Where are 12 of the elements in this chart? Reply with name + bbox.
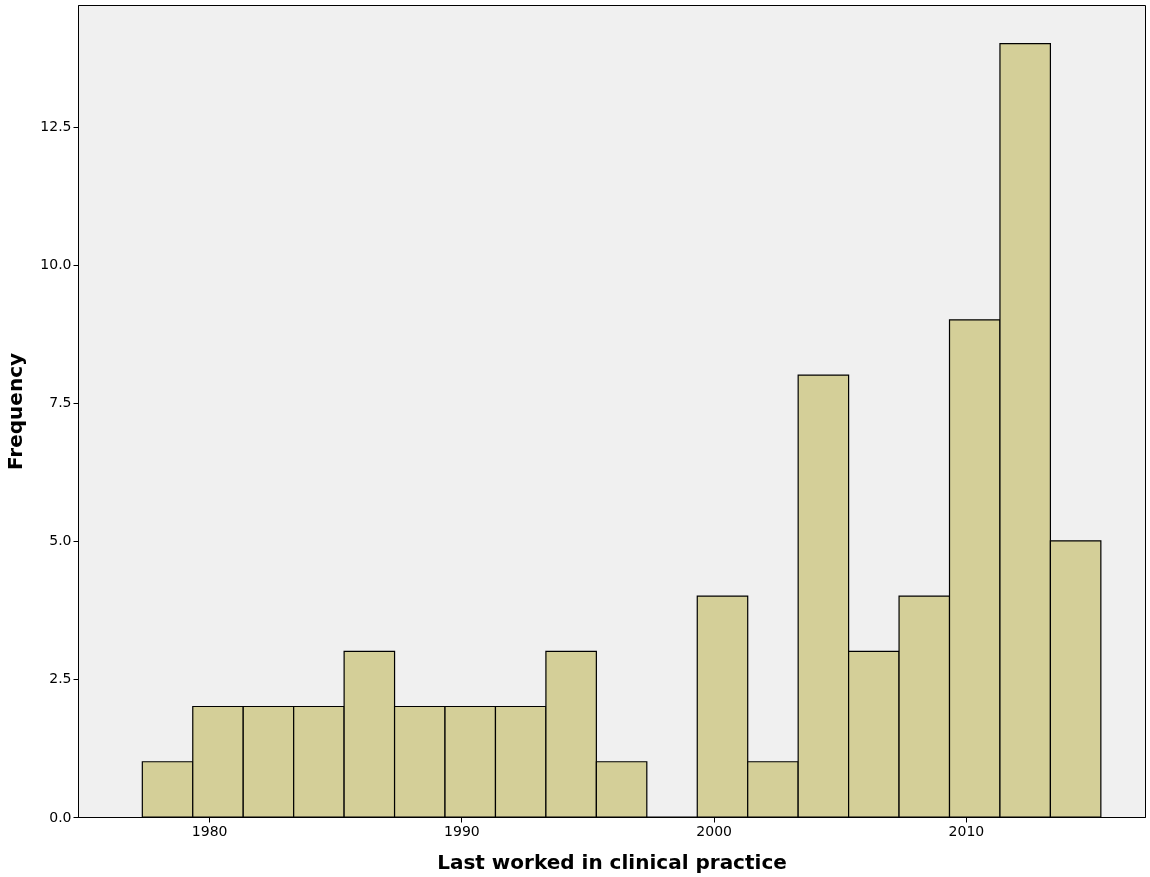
y-tick-label: 10.0 [40,256,72,273]
y-tick-label: 5.0 [49,532,72,549]
y-tick-label: 12.5 [40,118,72,135]
x-tick-label: 2010 [948,822,985,839]
x-axis-title: Last worked in clinical practice [437,849,787,874]
x-tick-label: 2000 [696,822,732,839]
y-tick-label: 0.0 [49,808,72,825]
y-axis-title: Frequency [3,352,28,471]
y-tick-label: 7.5 [49,394,72,411]
x-tick-label: 1990 [444,822,480,839]
x-tick-label: 1980 [191,822,228,839]
y-tick-label: 2.5 [49,670,72,687]
